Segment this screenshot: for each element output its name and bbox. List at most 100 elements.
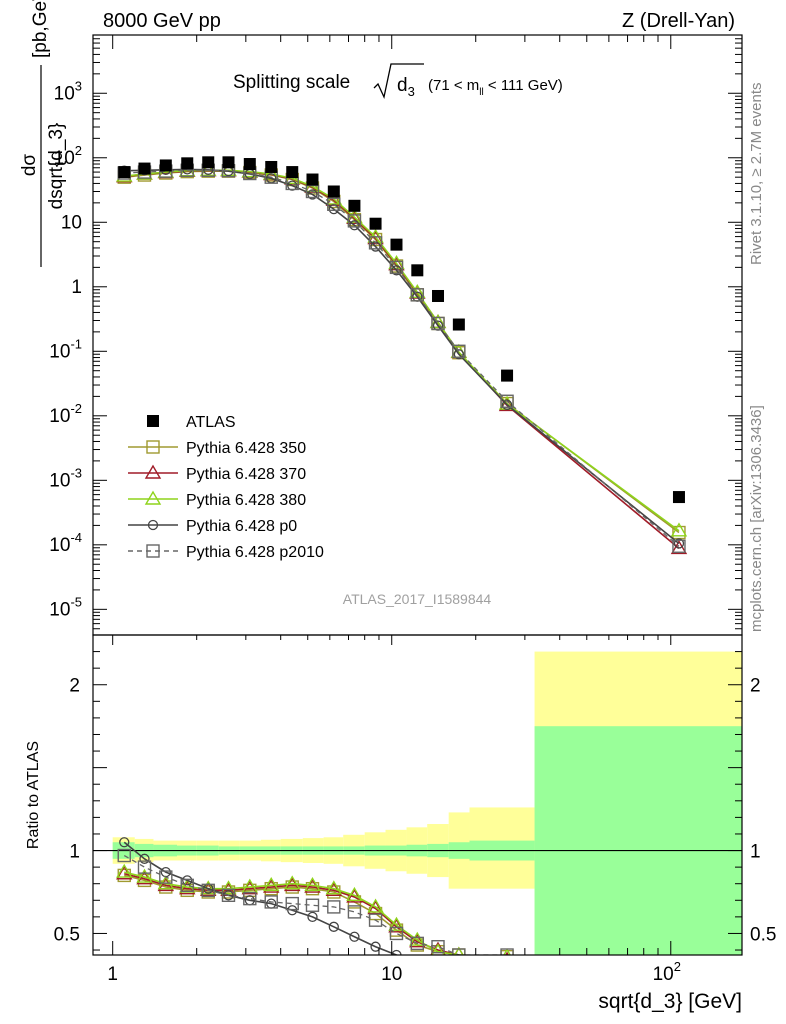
data-point xyxy=(116,863,133,878)
data-point xyxy=(503,948,511,955)
data-point xyxy=(159,159,172,172)
data-point xyxy=(410,288,425,302)
data-point xyxy=(325,880,343,895)
data-point xyxy=(223,890,234,901)
svg-text:(71 < mll < 111 GeV): (71 < mll < 111 GeV) xyxy=(428,77,563,98)
y-tick-label: 1 xyxy=(69,842,80,863)
title-main: Splitting scale xyxy=(233,72,350,93)
side-text-mcplots: mcplots.cern.ch [arXiv:1306.3436] xyxy=(748,405,765,632)
data-point xyxy=(220,880,237,895)
data-point xyxy=(119,837,130,848)
main-title: Splitting scale d3 (71 < mll < 111 GeV) xyxy=(233,63,563,100)
legend-label: Pythia 6.428 370 xyxy=(186,466,306,483)
data-point xyxy=(388,916,405,931)
data-point xyxy=(139,853,150,864)
data-point xyxy=(202,156,215,169)
data-point xyxy=(501,369,514,382)
x-tick-labels: 1 10 102 xyxy=(107,959,681,985)
y-tick-label-right: 1 xyxy=(750,842,761,863)
data-point xyxy=(370,941,381,952)
title-range-sub: ll xyxy=(479,87,483,98)
legend-label: Pythia 6.428 380 xyxy=(186,492,306,509)
title-sub: 3 xyxy=(408,84,415,99)
legend-marker xyxy=(144,464,162,479)
data-point xyxy=(367,898,384,913)
series-line xyxy=(124,168,680,545)
data-point xyxy=(137,860,152,874)
data-point xyxy=(389,926,404,941)
data-point xyxy=(369,217,382,230)
series-line xyxy=(123,854,508,955)
data-point xyxy=(243,891,257,906)
data-point xyxy=(349,931,360,942)
y-tick-label: 2 xyxy=(69,676,80,697)
data-point xyxy=(222,156,235,169)
data-point xyxy=(431,943,445,955)
ratio-series-layer xyxy=(116,837,514,978)
data-point xyxy=(118,166,131,179)
y-tick-label: 102 xyxy=(54,143,82,169)
legend-item: ATLAS xyxy=(147,414,236,431)
sqrt-sign xyxy=(373,63,424,100)
data-point xyxy=(304,876,321,892)
data-point xyxy=(346,888,363,903)
data-point xyxy=(410,936,425,951)
main-y-tick-labels: 10-5 10-4 10-3 10-2 10-1 1 10 102 103 xyxy=(49,78,82,620)
data-point xyxy=(454,965,463,974)
data-point xyxy=(284,875,301,890)
data-point xyxy=(180,878,194,893)
data-point xyxy=(138,162,151,175)
data-point xyxy=(501,399,513,410)
y-tick-label: 10-3 xyxy=(49,465,82,491)
data-point xyxy=(201,883,215,898)
axis-ticks xyxy=(93,34,742,955)
data-point xyxy=(500,394,514,408)
ratio-y-tick-labels: 0.5 0.5 1 1 2 2 xyxy=(54,676,777,946)
data-point xyxy=(327,900,341,914)
data-point xyxy=(117,848,131,863)
legend-label: ATLAS xyxy=(186,414,236,431)
data-point xyxy=(503,969,512,978)
data-point xyxy=(368,236,383,250)
data-point xyxy=(264,895,278,909)
data-point xyxy=(181,157,194,170)
legend-item: Pythia 6.428 350 xyxy=(128,440,306,457)
data-point xyxy=(670,540,688,555)
ratio-y-label: Ratio to ATLAS xyxy=(25,741,42,849)
data-point xyxy=(328,921,339,932)
main-y-label: dσ dsqrt{d_3} [pb,GeV-1] xyxy=(19,0,67,267)
legend-label: Pythia 6.428 p2010 xyxy=(186,544,324,561)
data-point xyxy=(411,264,424,277)
data-point xyxy=(243,158,256,171)
data-point xyxy=(431,940,445,954)
data-point xyxy=(159,870,173,884)
analysis-label: ATLAS_2017_I1589844 xyxy=(343,591,492,607)
y-tick-label: 10-5 xyxy=(49,594,82,620)
data-point xyxy=(327,185,340,198)
data-point xyxy=(500,948,514,955)
data-point xyxy=(452,344,466,358)
ratio-error-bands xyxy=(112,651,742,955)
data-point xyxy=(672,491,685,504)
legend-marker xyxy=(147,415,159,427)
svg-text:[pb,GeV-1]: [pb,GeV-1] xyxy=(27,0,51,58)
data-point xyxy=(368,913,383,927)
x-tick-label: 102 xyxy=(653,959,681,985)
data-point xyxy=(391,265,402,276)
title-sym: d xyxy=(397,75,408,96)
data-point xyxy=(286,166,299,179)
data-point xyxy=(305,898,320,912)
title-range: (71 < m xyxy=(428,77,479,94)
data-point xyxy=(327,197,341,211)
x-tick-label: 1 xyxy=(107,964,118,985)
data-point xyxy=(409,933,426,948)
y-tick-label: 103 xyxy=(54,78,82,104)
data-point xyxy=(182,875,193,886)
data-point xyxy=(388,918,405,933)
legend-marker xyxy=(147,519,159,531)
legend: ATLAS Pythia 6.428 350 Pythia 6.428 370 Pyt… xyxy=(128,414,324,561)
data-point xyxy=(263,876,280,892)
data-point xyxy=(670,522,688,537)
data-point xyxy=(452,948,466,955)
